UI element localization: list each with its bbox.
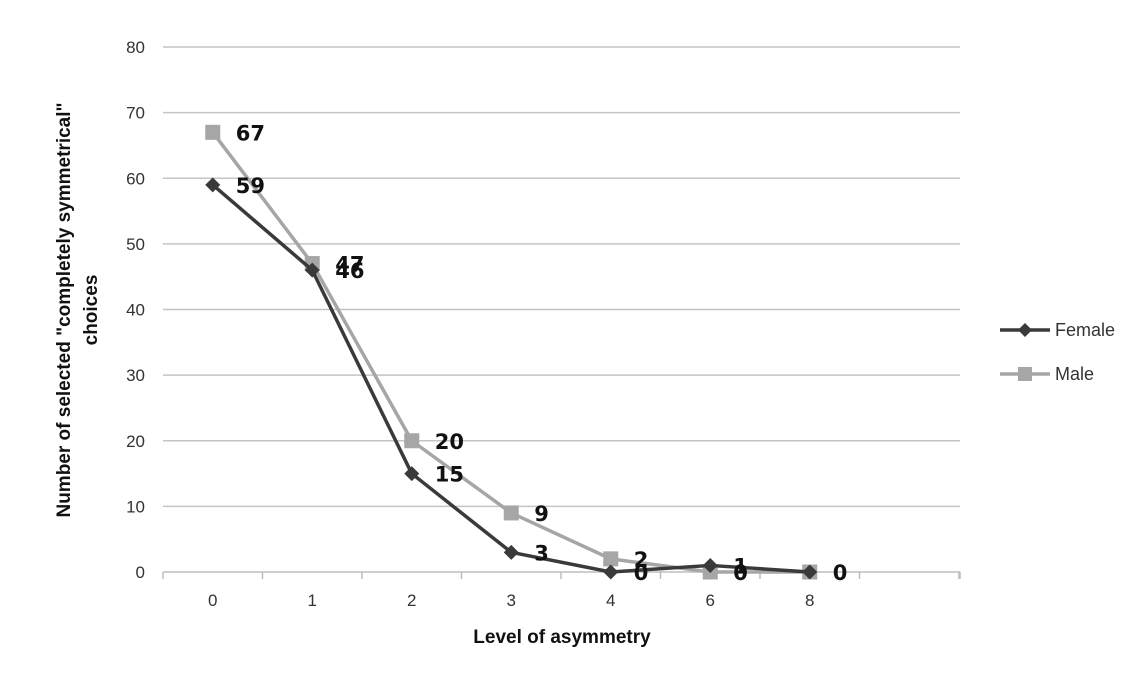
y-axis-title-line: Number of selected "completely symmetric… <box>54 102 75 517</box>
data-label-male: 9 <box>534 502 549 526</box>
data-label-female: 46 <box>335 259 364 283</box>
point-female <box>404 466 420 482</box>
y-tick-label: 40 <box>126 301 145 320</box>
data-label-male: 0 <box>833 561 848 585</box>
data-label-male: 47 <box>335 253 364 277</box>
point-female <box>603 564 619 580</box>
point-male <box>404 433 420 449</box>
y-axis-title: Number of selected "completely symmetric… <box>54 102 102 517</box>
x-tick-label: 0 <box>208 591 217 610</box>
data-label-female: 15 <box>435 463 464 487</box>
legend-marker-female <box>1018 323 1032 337</box>
x-axis-title: Level of asymmetry <box>473 627 651 648</box>
y-axis-title-line: choices <box>81 275 102 346</box>
grid <box>163 46 960 573</box>
y-tick-label: 10 <box>126 497 145 516</box>
data-label-male: 20 <box>435 430 464 454</box>
legend-label-male: Male <box>1055 364 1094 384</box>
data-label-female: 0 <box>634 561 649 585</box>
y-tick-label: 60 <box>126 169 145 188</box>
point-male <box>205 124 221 140</box>
point-female <box>304 262 320 278</box>
point-female <box>503 544 519 560</box>
x-tick-label: 1 <box>308 591 317 610</box>
legend: Female Male <box>1000 320 1115 384</box>
point-female <box>702 557 718 573</box>
data-label-female: 3 <box>534 541 549 565</box>
data-label-male: 0 <box>733 561 748 585</box>
x-tick-label: 8 <box>805 591 814 610</box>
point-male <box>503 505 519 521</box>
y-tick-label: 80 <box>126 38 145 57</box>
point-female <box>802 564 818 580</box>
x-tick-label: 3 <box>507 591 516 610</box>
point-male <box>603 551 619 567</box>
x-tick-label: 6 <box>706 591 715 610</box>
series <box>205 124 818 580</box>
y-tick-label: 70 <box>126 104 145 123</box>
y-tick-label: 0 <box>136 563 145 582</box>
data-label-female: 59 <box>236 174 265 198</box>
y-tick-label: 30 <box>126 366 145 385</box>
data-label-male: 67 <box>236 121 265 145</box>
x-tick-label: 4 <box>606 591 615 610</box>
data-label-male: 2 <box>634 548 649 572</box>
legend-label-female: Female <box>1055 320 1115 340</box>
data-label-female: 1 <box>733 554 748 578</box>
point-female <box>205 177 221 193</box>
x-tick-label: 2 <box>407 591 416 610</box>
y-tick-label: 20 <box>126 432 145 451</box>
y-tick-label: 50 <box>126 235 145 254</box>
legend-marker-male <box>1018 367 1032 381</box>
